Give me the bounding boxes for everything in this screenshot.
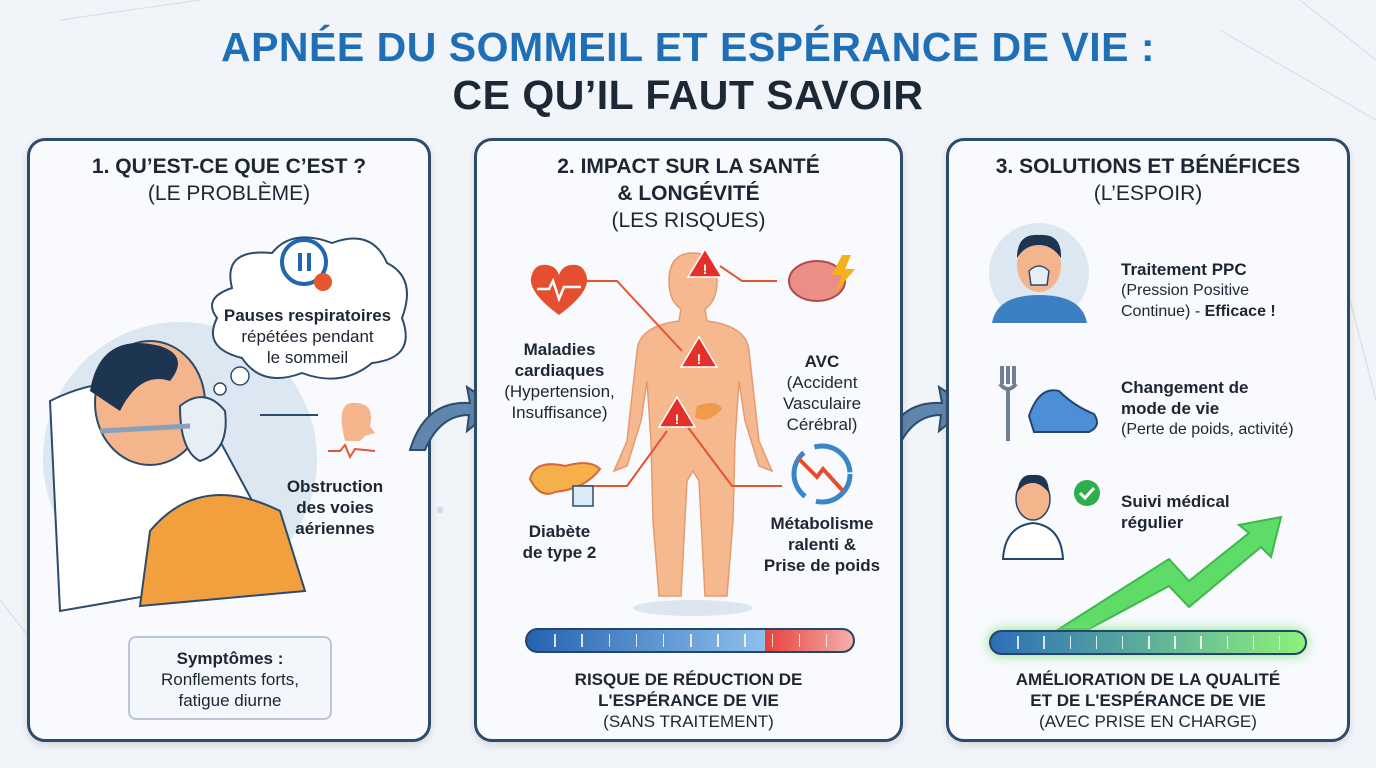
bar-tick bbox=[798, 634, 801, 647]
warning-icon bbox=[657, 247, 724, 428]
bar-tick bbox=[690, 634, 692, 647]
human-body-illustration: !!! bbox=[557, 247, 782, 616]
cpap-treatment-text: Traitement PPC (Pression Positive Continue… bbox=[1121, 260, 1276, 320]
bar-tick bbox=[744, 634, 746, 647]
bar-tick bbox=[554, 634, 556, 647]
panel-solutions: 3. SOLUTIONS ET BÉNÉFICES (L’ESPOIR) Trai… bbox=[946, 138, 1350, 742]
panel-heading: 2. IMPACT SUR LA SANTÉ & LONGÉVITÉ (LES RI… bbox=[557, 155, 820, 232]
svg-text:!: ! bbox=[675, 411, 680, 427]
pause-clock-icon bbox=[280, 238, 332, 291]
bar-tick bbox=[1174, 636, 1176, 649]
panel-heading: 1. QU’EST-CE QUE C’EST ? (LE PROBLÈME) bbox=[91, 155, 367, 205]
obstruction-label: Obstruction des voies aériennes bbox=[286, 477, 384, 538]
panel-problem: 1. QU’EST-CE QUE C’EST ? (LE PROBLÈME) Pa… bbox=[27, 138, 431, 742]
bar-tick bbox=[1252, 636, 1255, 649]
medical-followup-text: Suivi médical régulier bbox=[1121, 492, 1230, 532]
life-expectancy-improvement-bar bbox=[989, 630, 1307, 655]
bar-tick bbox=[1017, 636, 1019, 649]
bar-tick bbox=[662, 634, 665, 647]
risk-caption: RISQUE DE RÉDUCTION DE L'ESPÉRANCE DE VIE… bbox=[574, 670, 803, 731]
panel-heading: 3. SOLUTIONS ET BÉNÉFICES (L’ESPOIR) bbox=[995, 155, 1301, 205]
diabetes-label: Diabète de type 2 bbox=[522, 522, 597, 562]
bar-tick bbox=[635, 634, 638, 647]
metabolism-label: Métabolisme ralenti & Prise de poids bbox=[763, 514, 881, 575]
svg-text:!: ! bbox=[697, 351, 702, 367]
panel-risks: 2. IMPACT SUR LA SANTÉ & LONGÉVITÉ (LES RI… bbox=[474, 138, 903, 742]
title-line-1: APNÉE DU SOMMEIL ET ESPÉRANCE DE VIE : bbox=[220, 24, 1156, 70]
metabolism-cycle-icon bbox=[791, 443, 853, 505]
symptoms-box: Symptômes : Ronflements forts, fatigue diu… bbox=[128, 636, 332, 720]
sleeping-man-illustration bbox=[43, 322, 317, 613]
heart-disease-label: Maladies cardiaques (Hypertension, Insuffis… bbox=[504, 340, 615, 422]
bar-tick bbox=[1043, 636, 1045, 649]
bar-tick bbox=[771, 634, 773, 647]
life-expectancy-risk-bar bbox=[525, 628, 855, 653]
svg-text:!: ! bbox=[703, 261, 708, 277]
bar-tick bbox=[581, 634, 583, 647]
airway-icon bbox=[260, 402, 376, 460]
bar-tick bbox=[608, 634, 610, 647]
thought-cloud bbox=[211, 236, 408, 380]
brain-lightning-icon bbox=[788, 255, 855, 302]
growth-arrow-icon bbox=[1055, 515, 1283, 630]
bar-tick bbox=[1226, 636, 1228, 649]
heart-icon bbox=[530, 264, 588, 315]
fork-sneaker-icon bbox=[998, 366, 1099, 441]
doctor-icon bbox=[1001, 474, 1100, 560]
title-line-2: CE QU’IL FAUT SAVOIR bbox=[452, 72, 924, 118]
cpap-patient-icon bbox=[989, 223, 1089, 323]
pancreas-sugar-icon bbox=[528, 462, 602, 507]
bar-tick bbox=[1148, 636, 1150, 649]
bar-tick bbox=[1200, 636, 1202, 649]
bar-tick bbox=[825, 634, 828, 647]
stroke-label: AVC (Accident Vasculaire Cérébral) bbox=[782, 352, 862, 434]
lifestyle-change-text: Changement de mode de vie (Perte de poids,… bbox=[1121, 378, 1294, 438]
improvement-caption: AMÉLIORATION DE LA QUALITÉ ET DE L'ESPÉRA… bbox=[1015, 670, 1281, 731]
bar-tick bbox=[1095, 636, 1098, 649]
bar-tick bbox=[1278, 636, 1281, 649]
bar-tick bbox=[1069, 636, 1071, 649]
bar-tick bbox=[1121, 636, 1124, 649]
bar-tick bbox=[717, 634, 719, 647]
cloud-text: Pauses respiratoires répétées pendant le s… bbox=[223, 306, 392, 367]
